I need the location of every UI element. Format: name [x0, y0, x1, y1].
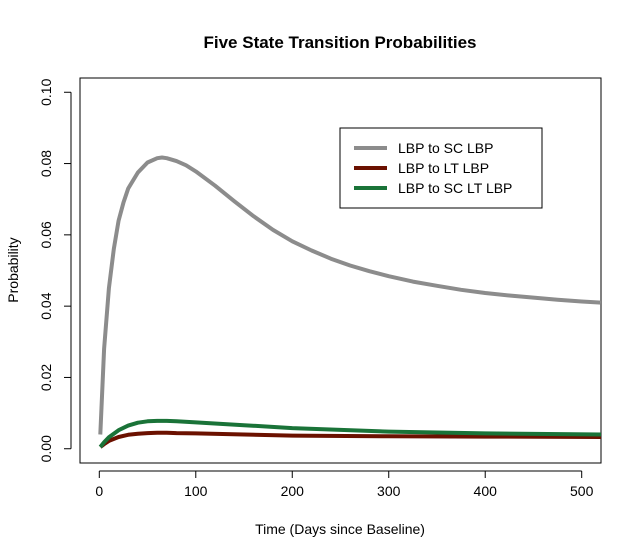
- x-tick-label: 100: [184, 483, 208, 499]
- y-tick-label: 0.00: [38, 435, 54, 462]
- x-tick-label: 0: [95, 483, 103, 499]
- x-tick-label: 200: [281, 483, 305, 499]
- legend: LBP to SC LBP LBP to LT LBP LBP to SC LT L…: [339, 127, 543, 209]
- legend-label: LBP to SC LT LBP: [398, 180, 512, 196]
- y-tick-label: 0.02: [38, 364, 54, 391]
- y-axis-label: Probability: [5, 237, 21, 302]
- series-layer: [98, 155, 601, 449]
- chart-title: Five State Transition Probabilities: [203, 33, 476, 52]
- x-tick-label: 500: [570, 483, 594, 499]
- plot-frame: [79, 77, 602, 464]
- y-tick-label: 0.08: [38, 150, 54, 177]
- legend-label: LBP to LT LBP: [398, 160, 489, 176]
- series-line-2: [99, 430, 601, 449]
- legend-label: LBP to SC LBP: [398, 140, 493, 156]
- axes-layer: 0 100 200 300 400 500 0.00 0.02 0.04 0.06 0.08 0.10: [38, 78, 594, 499]
- x-tick-label: 300: [377, 483, 401, 499]
- series-line-1: [98, 155, 601, 435]
- series-line-3: [98, 418, 601, 449]
- y-tick-label: 0.04: [38, 292, 54, 319]
- y-tick-label: 0.10: [38, 78, 54, 105]
- x-axis-label: Time (Days since Baseline): [255, 521, 425, 537]
- y-tick-label: 0.06: [38, 221, 54, 248]
- x-tick-label: 400: [474, 483, 498, 499]
